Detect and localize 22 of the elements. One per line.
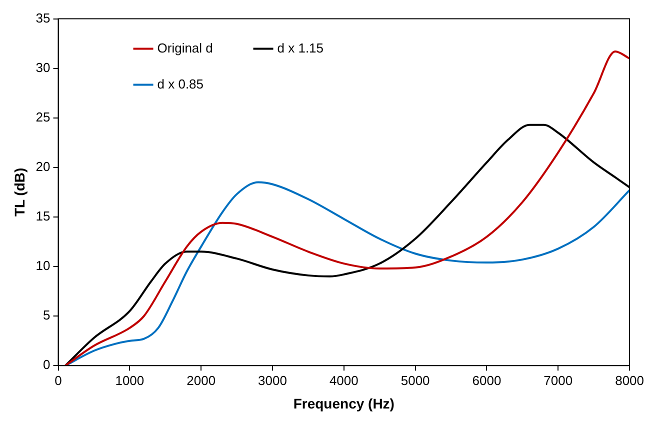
x-tick-label: 0 (54, 372, 62, 388)
y-tick-label: 30 (36, 60, 50, 75)
x-tick-label: 6000 (472, 372, 502, 388)
legend-label: d x 0.85 (157, 76, 204, 92)
x-tick-label: 7000 (544, 372, 573, 388)
x-tick-label: 4000 (329, 372, 358, 388)
y-tick-label: 5 (43, 308, 50, 323)
x-tick-label: 1000 (115, 372, 144, 388)
x-tick-label: 8000 (615, 372, 644, 388)
y-axis-title: TL (dB) (11, 168, 28, 217)
x-tick-label: 2000 (186, 372, 216, 388)
y-tick-label: 10 (36, 258, 50, 274)
y-tick-label: 15 (36, 208, 50, 224)
y-tick-label: 20 (36, 159, 50, 174)
x-tick-label: 3000 (258, 372, 287, 388)
y-tick-label: 0 (43, 357, 50, 372)
legend-label: d x 1.15 (277, 40, 324, 56)
x-axis-title: Frequency (Hz) (293, 395, 394, 412)
y-tick-label: 35 (36, 10, 50, 26)
y-tick-label: 25 (36, 109, 50, 124)
x-tick-label: 5000 (400, 372, 430, 388)
legend-label: Original d (157, 40, 213, 56)
